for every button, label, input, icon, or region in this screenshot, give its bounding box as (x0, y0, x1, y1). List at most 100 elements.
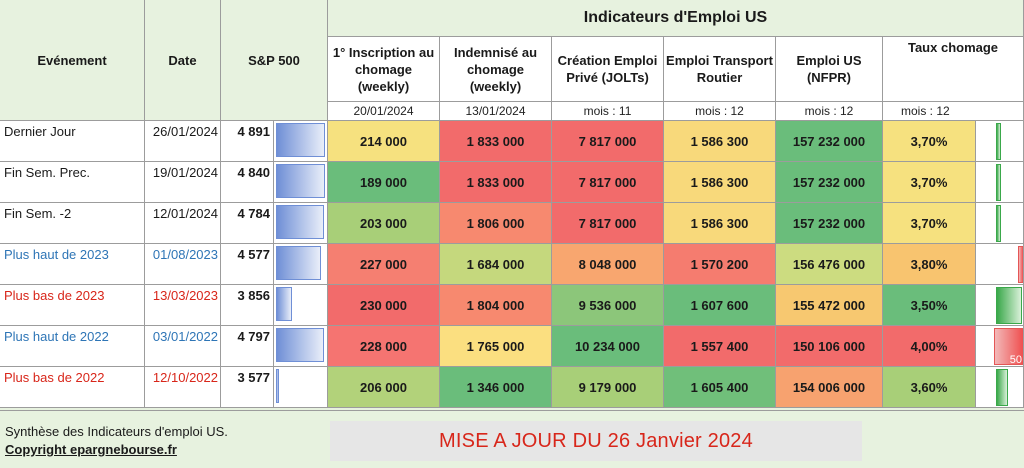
sp500-databar (276, 205, 324, 239)
copyright-link[interactable]: Copyright epargnebourse.fr (5, 442, 177, 457)
value-taux-chomage: 3,70% (883, 121, 976, 162)
row-event: Fin Sem. -2 (0, 203, 145, 244)
value-transport: 1 605 400 (664, 367, 776, 408)
value-taux-chomage: 3,70% (883, 203, 976, 244)
value-taux-chomage: 4,00% (883, 326, 976, 367)
sp500-databar (276, 164, 325, 198)
rate-bar-label: 50 (1009, 354, 1022, 366)
value-indemnise: 1 833 000 (440, 162, 552, 203)
value-emploi-us: 157 232 000 (776, 203, 883, 244)
value-inscription: 227 000 (328, 244, 440, 285)
col-header-indemnise: Indemnisé au chomage (weekly) (440, 37, 552, 102)
col-sub-emploi-us: mois : 12 (776, 102, 883, 121)
row-date: 12/01/2024 (145, 203, 221, 244)
value-emploi-us: 157 232 000 (776, 162, 883, 203)
value-indemnise: 1 804 000 (440, 285, 552, 326)
rate-bar-cell (976, 121, 1024, 162)
value-creation-emploi: 7 817 000 (552, 121, 664, 162)
row-sp500-bar-cell (274, 367, 328, 408)
value-inscription: 189 000 (328, 162, 440, 203)
rate-bar-cell (976, 285, 1024, 326)
footer: Synthèse des Indicateurs d'emploi US. Co… (0, 410, 1024, 468)
row-event: Dernier Jour (0, 121, 145, 162)
value-inscription: 230 000 (328, 285, 440, 326)
row-event: Plus bas de 2022 (0, 367, 145, 408)
rate-bar-cell (976, 244, 1024, 285)
value-transport: 1 586 300 (664, 121, 776, 162)
row-sp500-bar-cell (274, 121, 328, 162)
value-inscription: 228 000 (328, 326, 440, 367)
value-transport: 1 557 400 (664, 326, 776, 367)
value-inscription: 206 000 (328, 367, 440, 408)
rate-databar: 50 (994, 328, 1023, 366)
row-event: Plus bas de 2023 (0, 285, 145, 326)
value-indemnise: 1 684 000 (440, 244, 552, 285)
header-evenement: Evénement (0, 0, 145, 121)
sp500-databar (276, 369, 279, 403)
synthese-text: Synthèse des Indicateurs d'emploi US. (5, 424, 228, 439)
value-indemnise: 1 833 000 (440, 121, 552, 162)
col-sub-transport: mois : 12 (664, 102, 776, 121)
sp500-databar (276, 328, 324, 362)
indicators-title: Indicateurs d'Emploi US (328, 0, 1024, 37)
header-sp500: S&P 500 (221, 0, 328, 121)
value-emploi-us: 157 232 000 (776, 121, 883, 162)
sp500-databar (276, 123, 325, 157)
row-sp500-value: 4 784 (221, 203, 274, 244)
value-emploi-us: 150 106 000 (776, 326, 883, 367)
value-emploi-us: 156 476 000 (776, 244, 883, 285)
rate-databar (1018, 246, 1023, 283)
indicator-table: Evénement Date S&P 500 Indicateurs d'Emp… (0, 0, 1024, 408)
row-sp500-value: 4 797 (221, 326, 274, 367)
row-sp500-bar-cell (274, 244, 328, 285)
row-sp500-bar-cell (274, 326, 328, 367)
value-creation-emploi: 9 179 000 (552, 367, 664, 408)
row-sp500-bar-cell (274, 285, 328, 326)
row-date: 13/03/2023 (145, 285, 221, 326)
rate-databar (996, 369, 1008, 406)
rate-databar (996, 287, 1022, 324)
col-sub-taux-chomage: mois : 12 (883, 102, 1024, 121)
value-inscription: 203 000 (328, 203, 440, 244)
row-sp500-bar-cell (274, 162, 328, 203)
col-header-emploi-us: Emploi US (NFPR) (776, 37, 883, 102)
col-header-taux-chomage: Taux chomage (883, 37, 1024, 102)
value-indemnise: 1 806 000 (440, 203, 552, 244)
col-header-creation-emploi: Création Emploi Privé (JOLTs) (552, 37, 664, 102)
sp500-databar (276, 246, 321, 280)
value-emploi-us: 154 006 000 (776, 367, 883, 408)
value-emploi-us: 155 472 000 (776, 285, 883, 326)
rate-databar (996, 205, 1001, 242)
value-transport: 1 586 300 (664, 162, 776, 203)
row-event: Plus haut de 2022 (0, 326, 145, 367)
col-sub-creation-emploi: mois : 11 (552, 102, 664, 121)
row-date: 01/08/2023 (145, 244, 221, 285)
rate-databar (996, 164, 1001, 201)
value-creation-emploi: 9 536 000 (552, 285, 664, 326)
value-indemnise: 1 765 000 (440, 326, 552, 367)
value-creation-emploi: 7 817 000 (552, 162, 664, 203)
col-header-transport: Emploi Transport Routier (664, 37, 776, 102)
row-sp500-value: 4 840 (221, 162, 274, 203)
value-taux-chomage: 3,60% (883, 367, 976, 408)
row-sp500-value: 4 577 (221, 244, 274, 285)
row-date: 12/10/2022 (145, 367, 221, 408)
value-creation-emploi: 7 817 000 (552, 203, 664, 244)
col-header-inscription: 1° Inscription au chomage (weekly) (328, 37, 440, 102)
rate-bar-cell: 50 (976, 326, 1024, 367)
row-sp500-value: 3 577 (221, 367, 274, 408)
value-creation-emploi: 10 234 000 (552, 326, 664, 367)
row-sp500-bar-cell (274, 203, 328, 244)
row-date: 19/01/2024 (145, 162, 221, 203)
rate-bar-cell (976, 203, 1024, 244)
row-sp500-value: 3 856 (221, 285, 274, 326)
row-sp500-value: 4 891 (221, 121, 274, 162)
value-transport: 1 586 300 (664, 203, 776, 244)
row-event: Plus haut de 2023 (0, 244, 145, 285)
value-taux-chomage: 3,70% (883, 162, 976, 203)
value-inscription: 214 000 (328, 121, 440, 162)
value-taux-chomage: 3,50% (883, 285, 976, 326)
update-banner: MISE A JOUR DU 26 Janvier 2024 (330, 421, 862, 461)
header-date: Date (145, 0, 221, 121)
